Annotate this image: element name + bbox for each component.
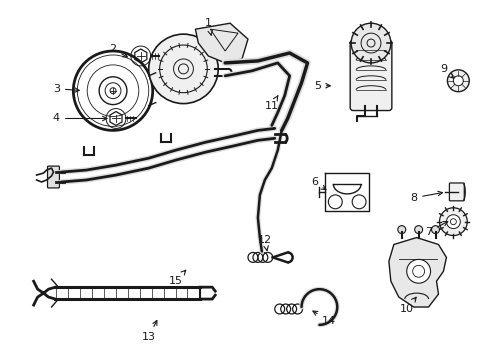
FancyBboxPatch shape [47,166,60,188]
Polygon shape [388,238,446,307]
Circle shape [350,23,390,63]
Text: 3: 3 [53,84,79,94]
FancyBboxPatch shape [448,183,463,201]
Circle shape [446,215,459,229]
Circle shape [406,260,429,283]
Text: 1: 1 [204,18,212,35]
Text: 12: 12 [257,234,271,251]
Text: 10: 10 [399,297,415,314]
Circle shape [431,226,439,234]
Circle shape [397,226,405,234]
Circle shape [452,76,462,86]
Text: 11: 11 [264,95,278,111]
Text: 6: 6 [310,177,325,190]
Text: 2: 2 [109,44,127,57]
Text: 15: 15 [168,270,185,286]
Circle shape [148,34,218,104]
Text: 8: 8 [409,191,442,203]
Text: 5: 5 [313,81,329,91]
Text: 4: 4 [53,113,107,123]
Text: 9: 9 [439,64,452,78]
FancyBboxPatch shape [349,40,391,111]
Text: 13: 13 [142,320,157,342]
Text: 7: 7 [424,221,447,237]
Circle shape [439,208,467,235]
Circle shape [447,70,468,92]
Circle shape [414,226,422,234]
Text: 14: 14 [312,311,336,326]
Polygon shape [195,23,247,63]
